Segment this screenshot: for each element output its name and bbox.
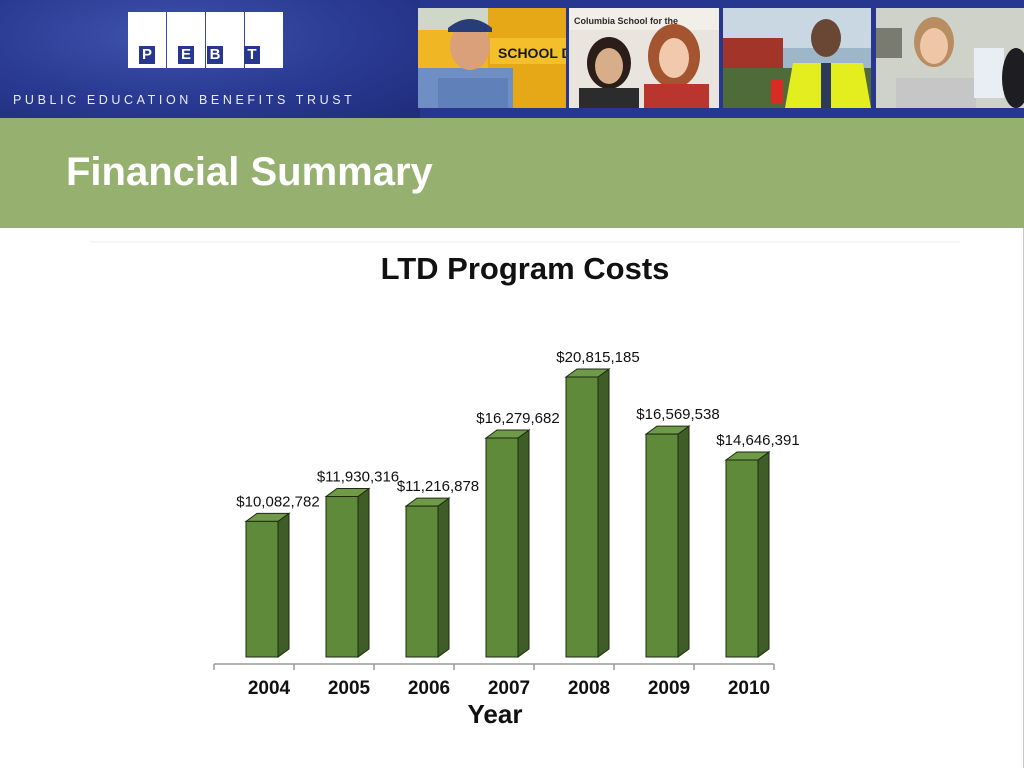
- x-axis-title: Year: [467, 699, 523, 729]
- bars-group: $10,082,782 $11,930,316$11,216,878 $16,279…: [236, 349, 800, 658]
- header-banner: P E B T PUBLIC EDUCATION BENEFITS TRUST …: [0, 0, 1024, 118]
- bar-2006: [404, 497, 451, 658]
- x-tick-label-2008: 2008: [568, 678, 610, 699]
- x-tick-label-2006: 2006: [408, 678, 450, 699]
- bar-side: [757, 450, 770, 658]
- bar-2009: [644, 425, 691, 658]
- x-tick-label-2005: 2005: [328, 678, 371, 699]
- bar-front: [245, 520, 279, 658]
- data-label-2004: $10,082,782: [236, 493, 319, 510]
- bar-2004: [244, 512, 291, 658]
- photo-safety-worker: [723, 8, 871, 108]
- bar-front: [565, 376, 599, 658]
- logo-letter-p: P: [139, 46, 155, 64]
- x-tick-label-2004: 2004: [248, 678, 291, 699]
- bar-2010: [724, 450, 771, 658]
- bar-side: [277, 512, 290, 658]
- bar-side: [597, 368, 610, 658]
- x-tick-label-2007: 2007: [488, 678, 530, 699]
- school-district-sign: SCHOOL DISTRI: [498, 45, 566, 61]
- x-axis-group: 2004 2005 2006 2007 2008 2009 2010: [213, 663, 775, 699]
- x-tick-label-2010: 2010: [728, 678, 770, 699]
- photo-bus-driver: SCHOOL DISTRI: [418, 8, 566, 108]
- bar-front: [645, 433, 679, 658]
- bar-side: [357, 487, 370, 658]
- data-label-2007: $16,279,682: [476, 410, 559, 427]
- logo-letter-t: T: [244, 46, 260, 64]
- photo-office-worker: [876, 8, 1024, 108]
- data-label-2005: $11,930,316: [317, 469, 399, 486]
- bar-2005: [324, 487, 371, 658]
- bar-side: [677, 425, 690, 658]
- logo-letter-b: B: [207, 46, 223, 64]
- bar-front: [325, 496, 359, 658]
- x-tick-label-2009: 2009: [648, 678, 690, 699]
- page-title: Financial Summary: [66, 150, 433, 194]
- bar-side: [517, 429, 530, 658]
- bar-2008: [564, 368, 611, 658]
- title-band: [0, 118, 1024, 228]
- photo-two-women: Columbia School for the: [569, 8, 719, 108]
- data-label-2010: $14,646,391: [716, 432, 799, 449]
- organization-tagline: PUBLIC EDUCATION BENEFITS TRUST: [13, 93, 356, 107]
- data-label-2008: $20,815,185: [556, 349, 639, 366]
- bar-front: [725, 459, 759, 658]
- logo-letter-e: E: [178, 46, 194, 64]
- bar-2007: [484, 429, 531, 658]
- data-label-2009: $16,569,538: [636, 406, 719, 423]
- school-banner-text: Columbia School for the: [574, 16, 678, 26]
- bar-front: [405, 505, 439, 658]
- chart-title: LTD Program Costs: [380, 251, 670, 286]
- data-label-2006: $11,216,878: [397, 478, 479, 495]
- bar-side: [437, 497, 450, 658]
- bar-front: [485, 437, 519, 658]
